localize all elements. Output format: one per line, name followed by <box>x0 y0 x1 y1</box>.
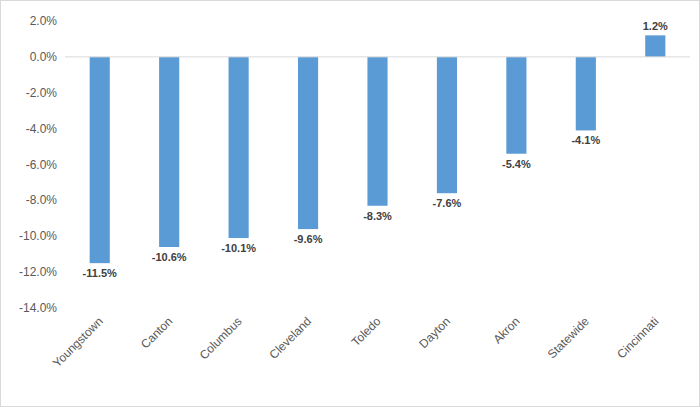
bar <box>367 57 387 206</box>
x-tick-label: Cincinnati <box>614 314 661 361</box>
y-tick-label: 2.0% <box>30 14 58 28</box>
data-label: -7.6% <box>433 197 462 209</box>
y-tick-label: -12.0% <box>19 265 57 279</box>
x-axis: Youngstown Canton Columbus Cleveland Toledo D… <box>50 314 661 370</box>
x-axis-line <box>65 56 690 57</box>
y-tick-label: 0.0% <box>30 50 58 64</box>
data-label: -10.6% <box>152 251 187 263</box>
bar <box>645 35 665 57</box>
chart-svg: 2.0% 0.0% -2.0% -4.0% -6.0% -8.0% -10.0% -12.0%… <box>0 0 700 407</box>
data-label: -10.1% <box>221 242 256 254</box>
y-tick-label: -6.0% <box>26 158 58 172</box>
bar <box>506 57 526 154</box>
data-labels: -11.5% -10.6% -10.1% -9.6% -8.3% -7.6% -5.4% -4… <box>83 20 668 279</box>
y-tick-label: -10.0% <box>19 229 57 243</box>
data-label: -11.5% <box>83 267 117 279</box>
chart-container: 2.0% 0.0% -2.0% -4.0% -6.0% -8.0% -10.0% -12.0%… <box>0 0 700 407</box>
data-label: -4.1% <box>571 134 600 146</box>
data-label: -9.6% <box>294 233 323 245</box>
bar <box>298 57 318 229</box>
x-tick-label: Akron <box>490 314 522 346</box>
x-tick-label: Columbus <box>197 314 245 362</box>
bar <box>229 57 249 238</box>
x-tick-label: Statewide <box>545 314 592 361</box>
bars <box>90 35 666 263</box>
data-label: 1.2% <box>643 20 668 32</box>
y-tick-label: -8.0% <box>26 193 58 207</box>
data-label: -5.4% <box>502 158 531 170</box>
y-axis: 2.0% 0.0% -2.0% -4.0% -6.0% -8.0% -10.0% -12.0%… <box>19 14 57 315</box>
x-tick-label: Canton <box>138 314 175 351</box>
bar <box>437 57 457 193</box>
bar <box>90 57 110 263</box>
x-tick-label: Youngstown <box>50 314 106 370</box>
x-tick-label: Cleveland <box>267 314 315 362</box>
y-tick-label: -2.0% <box>26 86 58 100</box>
y-tick-label: -14.0% <box>19 301 57 315</box>
x-tick-label: Toledo <box>349 314 384 349</box>
bar <box>576 57 596 131</box>
y-tick-label: -4.0% <box>26 122 58 136</box>
chart-frame <box>1 1 700 407</box>
data-label: -8.3% <box>363 210 392 222</box>
x-tick-label: Dayton <box>416 314 453 351</box>
bar <box>159 57 179 247</box>
